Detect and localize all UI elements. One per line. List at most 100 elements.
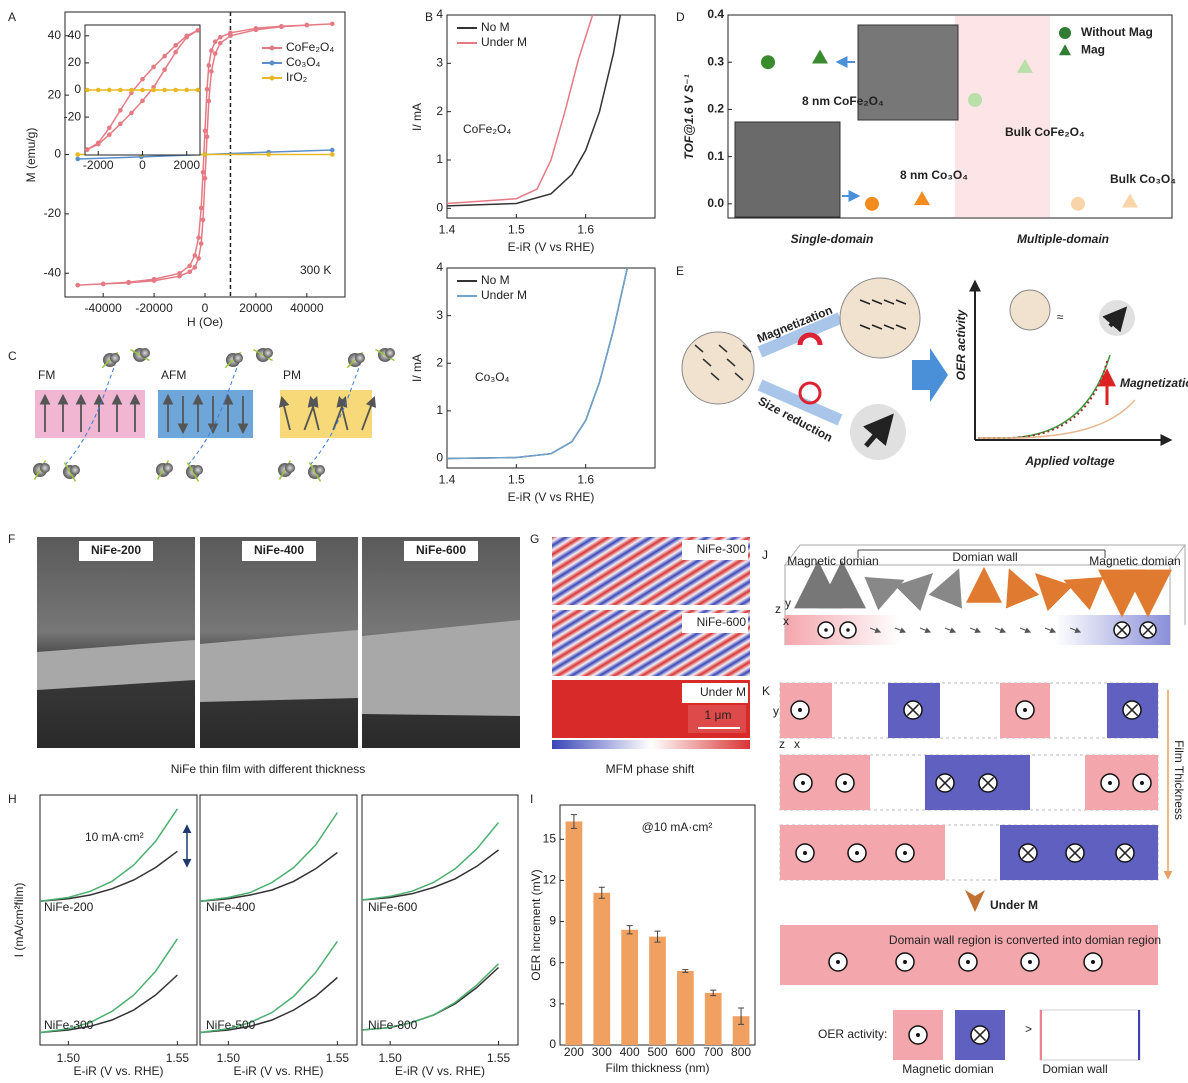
wall-moment <box>1019 627 1032 634</box>
point <box>126 279 131 285</box>
error-bar <box>626 925 633 935</box>
y-tick-label: 40 <box>68 28 82 42</box>
series-line <box>39 938 179 1034</box>
point <box>329 147 335 153</box>
panel-letter: F <box>8 532 15 546</box>
point <box>266 152 271 157</box>
grain <box>734 372 744 381</box>
x-tick-label: 1.50 <box>57 1051 81 1065</box>
wall-moment <box>994 627 1007 634</box>
x-tick-label: 200 <box>564 1045 584 1059</box>
wall-moment <box>944 627 957 634</box>
point <box>151 276 157 282</box>
y-tick-label: 0 <box>74 82 81 96</box>
spin-order-box <box>35 390 145 438</box>
image-label: Under M <box>700 685 746 699</box>
point <box>204 134 210 139</box>
image-label: NiFe-300 <box>697 542 747 556</box>
y-tick-label: 3 <box>436 308 443 322</box>
dot <box>801 781 805 785</box>
moment <box>1063 577 1104 611</box>
region-label: Magnetic domian <box>787 554 878 568</box>
point <box>184 87 190 93</box>
wall-moment <box>969 627 982 634</box>
point <box>968 92 982 107</box>
point <box>202 175 208 181</box>
point <box>162 53 167 59</box>
curve <box>978 399 1136 439</box>
point <box>118 121 123 127</box>
point <box>329 21 335 27</box>
point <box>75 282 81 288</box>
y-tick-label: 15 <box>543 831 557 845</box>
dot <box>966 960 970 964</box>
spin-axis <box>63 462 77 482</box>
spin-arrow <box>336 395 349 431</box>
spin-ball <box>315 465 325 475</box>
point <box>196 256 201 261</box>
annotation: NiFe-400 <box>206 900 256 914</box>
group-label: Single-domain <box>791 232 874 246</box>
point <box>173 49 178 55</box>
series-line <box>361 822 500 901</box>
spin-axis <box>253 348 273 362</box>
x-axis-label: E-iR (V vs. RHE) <box>234 1064 324 1078</box>
dot <box>846 628 850 632</box>
point <box>107 125 112 131</box>
point <box>217 34 223 40</box>
legend-label: IrO₂ <box>286 70 308 84</box>
point <box>151 87 156 93</box>
y-tick-label: 0 <box>436 201 443 215</box>
x-tick-label: 2000 <box>173 158 200 172</box>
wall-moment <box>869 627 882 634</box>
film-cross-section <box>362 620 520 716</box>
domain-arrow <box>883 299 895 305</box>
point <box>761 55 775 70</box>
multi-domain-band <box>955 16 1050 217</box>
particle <box>681 331 755 405</box>
image-label: NiFe-400 <box>254 543 304 557</box>
point <box>129 87 134 93</box>
series-line <box>39 808 179 903</box>
axis-letter: z <box>775 602 781 616</box>
dot <box>903 851 907 855</box>
plot-frame <box>446 267 656 469</box>
point <box>192 253 198 258</box>
annotation: 10 mA·cm² <box>85 830 144 844</box>
film-cross-section <box>37 640 195 690</box>
cross <box>938 776 952 790</box>
dot <box>1091 960 1095 964</box>
spin-ball <box>193 465 203 475</box>
moment <box>864 577 905 611</box>
y-axis-label: I (mA/cm²film) <box>12 883 26 958</box>
y-tick-label: 20 <box>48 87 62 101</box>
x-tick-label: 1.4 <box>439 473 456 487</box>
legend-label: Without Mag <box>1081 25 1153 39</box>
y-tick-label: -20 <box>64 109 82 123</box>
x-tick-label: 700 <box>703 1045 723 1059</box>
dot <box>1028 960 1032 964</box>
point <box>84 87 90 93</box>
legend-label: No M <box>481 273 510 287</box>
point <box>75 152 81 157</box>
x-axis-label: Film thickness (nm) <box>605 1061 709 1075</box>
point <box>75 156 81 162</box>
point <box>95 140 101 146</box>
x-tick-label: -2000 <box>83 158 114 172</box>
domain-arrow <box>859 324 871 330</box>
moment <box>894 573 933 612</box>
spin-ball <box>285 463 295 473</box>
cross <box>1125 703 1139 717</box>
annotation: CoFe₂O₄ <box>463 122 511 136</box>
y-tick-label: 0 <box>549 1037 556 1051</box>
dot <box>824 628 828 632</box>
color-bar <box>552 740 750 749</box>
annotation: NiFe-500 <box>206 1018 256 1032</box>
y-tick-label: 6 <box>549 955 556 969</box>
point <box>184 33 190 39</box>
panel-letter: I <box>530 792 533 806</box>
point <box>914 191 930 206</box>
x-tick-label: 300 <box>592 1045 612 1059</box>
x-tick-label: 1.6 <box>577 473 594 487</box>
panel-letter: H <box>8 792 17 806</box>
